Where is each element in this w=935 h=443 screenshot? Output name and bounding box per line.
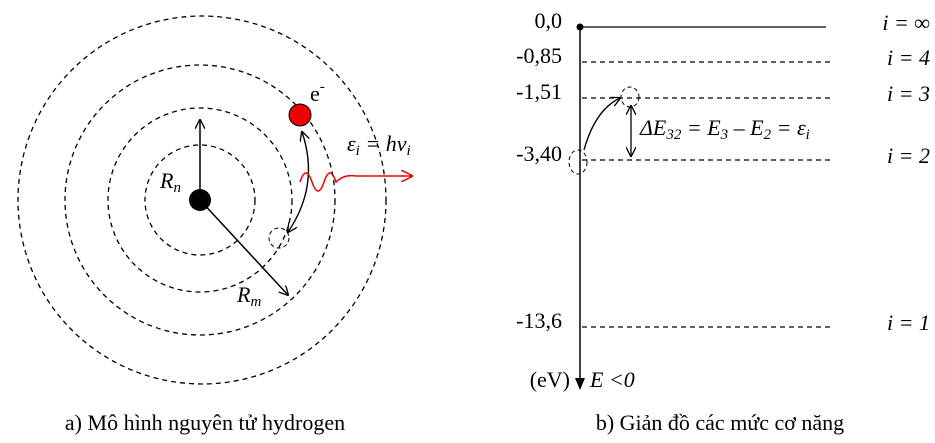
transition-arrow	[584, 98, 620, 150]
label: e	[310, 81, 320, 106]
formula-part: 32	[665, 127, 682, 143]
caption: a) Mô hình nguyên tử hydrogen	[65, 410, 345, 435]
formula-part: = E	[681, 115, 721, 140]
formula-part: =	[360, 131, 386, 156]
diagram: e- Rn Rm εi = hνi a) Mô hình nguyên tử h…	[0, 0, 935, 443]
formula-part: ε	[347, 131, 356, 156]
level-energy: -1,51	[516, 79, 562, 104]
caption: b) Giản đồ các mức cơ năng	[596, 410, 844, 435]
level-index: i = ∞	[882, 10, 930, 35]
label: -	[320, 79, 325, 95]
level-index: i = 1	[887, 310, 930, 335]
photon-label: εi = hνi	[347, 131, 411, 159]
photon-wave	[300, 173, 412, 191]
jump-arrow	[288, 132, 308, 232]
level-energy: -3,40	[516, 141, 562, 166]
state-old	[569, 150, 587, 174]
electron-label: e-	[310, 79, 325, 106]
level-index: i = 4	[887, 45, 930, 70]
axis-label: E <0	[589, 367, 635, 392]
rn-label: Rn	[159, 168, 181, 196]
formula-part: hν	[386, 131, 407, 156]
level-energy: -0,85	[516, 43, 562, 68]
unit: (eV)	[530, 367, 570, 392]
formula-part: i	[406, 143, 410, 159]
formula-part: = ε	[771, 115, 806, 140]
radius-m	[200, 200, 288, 295]
level-index: i = 3	[887, 81, 930, 106]
level-energy: 0,0	[535, 8, 563, 33]
label: R	[236, 282, 251, 307]
nucleus	[189, 189, 211, 211]
formula-part: – E	[728, 115, 764, 140]
formula-part: i	[806, 127, 810, 143]
label: m	[250, 294, 261, 310]
label: n	[173, 180, 181, 196]
level-energy: -13,6	[516, 308, 562, 333]
state-new	[621, 87, 639, 107]
formula-part: ΔE	[639, 115, 667, 140]
label: R	[159, 168, 174, 193]
rm-label: Rm	[236, 282, 261, 310]
transition-label: ΔE32 = E3 – E2 = εi	[639, 115, 810, 143]
axis-arrow	[575, 378, 585, 390]
level-index: i = 2	[887, 143, 930, 168]
electron	[289, 104, 311, 126]
formula-part: 3	[720, 127, 729, 143]
